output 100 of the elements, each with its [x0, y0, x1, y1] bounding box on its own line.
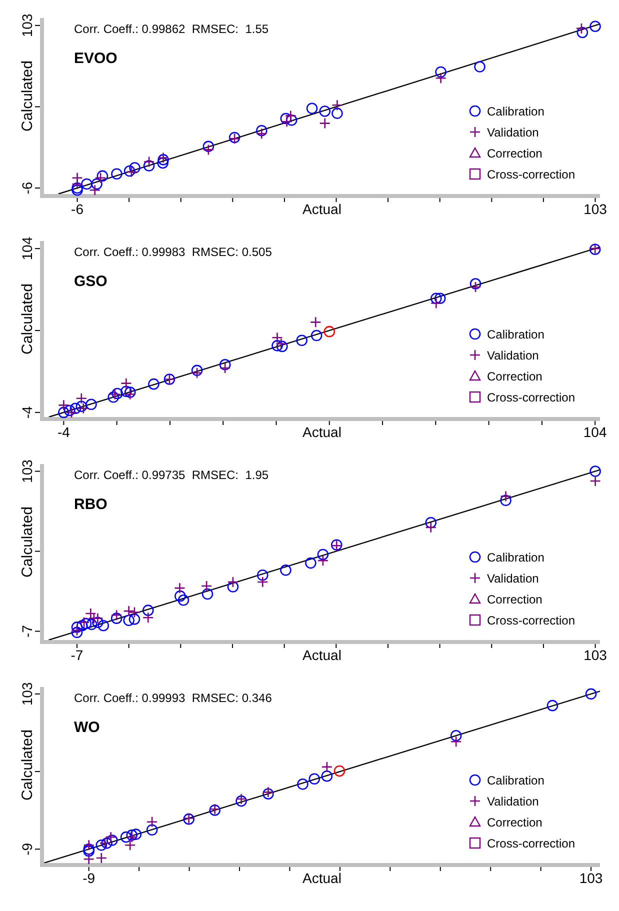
- point: [310, 330, 322, 342]
- point: [76, 392, 88, 404]
- y-axis-title: Calculated: [19, 730, 36, 800]
- point: [72, 178, 83, 190]
- point: [91, 178, 102, 190]
- point: [96, 852, 108, 864]
- point: [83, 853, 94, 865]
- point: [202, 588, 214, 600]
- point: [286, 114, 298, 126]
- legend-label: Calibration: [487, 550, 544, 564]
- point: [321, 770, 333, 782]
- legend-label: Validation: [487, 572, 539, 586]
- point: [281, 116, 292, 128]
- point: [276, 340, 288, 352]
- point: [474, 61, 486, 72]
- point: [296, 334, 308, 346]
- point: [120, 378, 132, 389]
- y-axis-title: Calculated: [19, 284, 36, 354]
- point: [143, 156, 155, 168]
- point: [142, 612, 154, 624]
- point: [130, 828, 142, 840]
- point: [200, 580, 212, 592]
- point: [256, 128, 268, 140]
- point: [58, 400, 70, 411]
- point: [146, 824, 158, 836]
- point: [110, 609, 122, 621]
- point: [585, 688, 597, 700]
- point: [129, 162, 140, 174]
- point: [106, 834, 118, 846]
- point: [142, 604, 154, 616]
- point: [272, 340, 283, 352]
- point: [425, 522, 436, 534]
- point: [546, 700, 558, 712]
- point: [148, 378, 160, 390]
- legend-label: Cross-correction: [487, 168, 576, 182]
- y-tick-label: -4: [19, 406, 35, 419]
- point: [317, 548, 329, 560]
- text: EVOO: [74, 50, 118, 67]
- legend-label: Validation: [487, 794, 539, 808]
- legend-label: Correction: [487, 816, 542, 830]
- point: [256, 569, 268, 581]
- point: [425, 516, 436, 528]
- point: [123, 614, 134, 626]
- legend-label: Validation: [487, 126, 539, 140]
- text: GSO: [74, 273, 108, 290]
- y-tick-label: -9: [19, 842, 35, 856]
- point: [174, 590, 186, 602]
- y-tick-label: 103: [19, 459, 35, 483]
- point: [58, 406, 70, 418]
- annotation: Corr. Coeff.: 0.99983 RMSEC: 0.505: [74, 245, 272, 259]
- legend-label: Validation: [487, 348, 539, 362]
- point: [128, 606, 140, 618]
- point: [81, 178, 92, 190]
- point: [143, 160, 155, 172]
- legend-label: Cross-correction: [487, 614, 576, 628]
- point: [191, 367, 203, 378]
- y-tick-label: 103: [19, 682, 35, 706]
- point: [590, 20, 601, 32]
- point: [450, 736, 462, 748]
- point: [256, 576, 268, 588]
- legend-label: Correction: [487, 370, 542, 384]
- point: [450, 730, 462, 742]
- point: [435, 66, 446, 78]
- point: [590, 475, 601, 487]
- point: [128, 614, 140, 625]
- point: [280, 564, 292, 576]
- point: [284, 110, 296, 122]
- x-axis-title: Actual: [302, 201, 342, 217]
- legend-label: Calibration: [487, 104, 544, 118]
- point: [435, 72, 446, 84]
- legend-label: Correction: [487, 146, 542, 160]
- point: [317, 554, 329, 566]
- point: [500, 494, 512, 506]
- point: [576, 26, 588, 38]
- point: [83, 839, 94, 851]
- point: [332, 99, 343, 111]
- point: [202, 144, 214, 156]
- y-tick-label: 103: [19, 14, 35, 38]
- point: [111, 168, 122, 180]
- point: [310, 316, 322, 328]
- point: [256, 124, 268, 136]
- annotation: Corr. Coeff.: 0.99993 RMSEC: 0.346: [74, 691, 272, 705]
- x-axis-title: Actual: [302, 647, 342, 663]
- text: RBO: [74, 496, 108, 513]
- point: [430, 292, 442, 304]
- point: [324, 326, 336, 338]
- point: [71, 622, 83, 633]
- point: [308, 773, 320, 785]
- y-tick-label: -6: [19, 182, 35, 194]
- point: [120, 386, 132, 398]
- legend-label: Cross-correction: [487, 836, 576, 850]
- point: [146, 816, 158, 828]
- point: [105, 831, 116, 843]
- point: [112, 388, 123, 400]
- annotation: Corr. Coeff.: 0.99735 RMSEC: 1.95: [74, 468, 269, 482]
- point: [174, 582, 186, 594]
- point: [109, 388, 121, 400]
- y-tick-label: -7: [19, 624, 35, 638]
- point: [321, 761, 333, 773]
- point: [430, 298, 442, 309]
